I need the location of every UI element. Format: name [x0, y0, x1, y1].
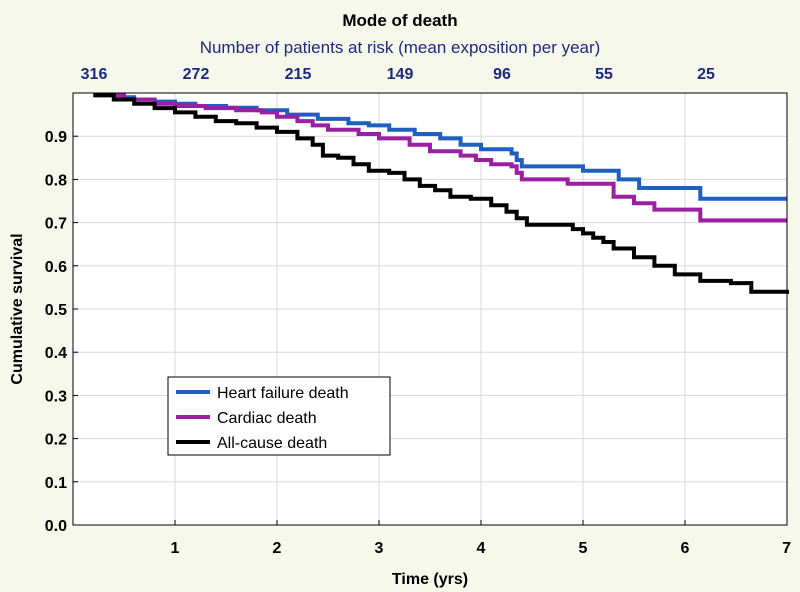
at-risk-count: 149	[387, 66, 414, 83]
y-tick-label: 0.3	[45, 388, 67, 405]
chart-subtitle: Number of patients at risk (mean exposit…	[200, 38, 601, 57]
at-risk-row: 316 272 215 149 96 55 25	[81, 66, 715, 83]
y-tick-label: 0.0	[45, 518, 67, 535]
y-tick-label: 0.4	[45, 345, 67, 362]
x-tick-label: 2	[273, 540, 282, 557]
chart-title: Mode of death	[342, 11, 457, 30]
x-tick-label: 4	[477, 540, 486, 557]
y-tick-label: 0.6	[45, 259, 67, 276]
x-tick-label: 7	[782, 540, 791, 557]
legend-heart-failure-label: Heart failure death	[217, 385, 349, 402]
at-risk-count: 55	[595, 66, 613, 83]
y-tick-label: 0.8	[45, 172, 67, 189]
all-cause-line	[93, 93, 789, 294]
at-risk-count: 316	[81, 66, 108, 83]
at-risk-count: 96	[493, 66, 511, 83]
y-tick-label: 0.9	[45, 129, 67, 146]
y-tick-label: 0.2	[45, 432, 67, 449]
x-tick-label: 3	[375, 540, 384, 557]
at-risk-count: 215	[285, 66, 312, 83]
x-tick-label: 6	[681, 540, 690, 557]
y-tick-label: 0.1	[45, 475, 67, 492]
x-axis-title: Time (yrs)	[392, 571, 468, 588]
y-axis-ticks: 0.0 0.1 0.2 0.3 0.4 0.5 0.6 0.7 0.8 0.9	[45, 129, 78, 535]
y-axis-title: Cumulative survival	[9, 233, 26, 384]
legend-all-cause-label: All-cause death	[217, 435, 327, 452]
x-tick-label: 1	[171, 540, 180, 557]
y-tick-label: 0.7	[45, 216, 67, 233]
x-tick-label: 5	[579, 540, 588, 557]
legend-cardiac-label: Cardiac death	[217, 410, 317, 427]
at-risk-count: 272	[183, 66, 210, 83]
series-lines	[93, 93, 789, 294]
legend: Heart failure death Cardiac death All-caus…	[167, 376, 391, 456]
x-axis-ticks: 1 2 3 4 5 6 7	[171, 520, 791, 557]
y-tick-label: 0.5	[45, 302, 67, 319]
heart-failure-line	[93, 93, 787, 201]
cardiac-death-line	[93, 93, 787, 223]
at-risk-count: 25	[697, 66, 715, 83]
